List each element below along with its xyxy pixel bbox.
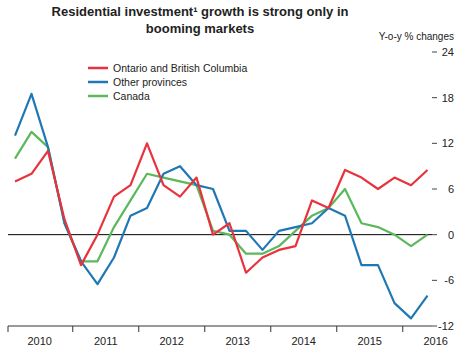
x-tick [270,326,271,332]
legend-swatch [88,81,108,84]
legend-swatch [88,95,108,98]
x-tick-label: 2011 [94,335,118,347]
y-tick [432,189,437,190]
x-tick-label: 2014 [292,335,316,347]
y-tick [432,280,437,281]
y-tick-label: 0 [448,229,454,241]
y-tick-label: 24 [442,46,454,58]
zero-line [8,234,432,235]
y-tick [432,234,437,235]
chart: Residential investment¹ growth is strong… [0,0,457,356]
y-tick [432,143,437,144]
y-tick-label: 12 [442,137,454,149]
y-axis-label: Y-o-y % changes [379,31,454,42]
x-tick-label: 2013 [226,335,250,347]
x-tick [336,326,337,332]
y-tick [432,326,437,327]
legend-swatch [88,67,108,70]
legend-label: Canada [113,90,150,102]
x-tick [8,326,9,332]
y-tick-label: -12 [438,320,454,332]
y-tick-label: -6 [444,274,454,286]
x-tick [138,326,139,332]
x-tick [402,326,403,332]
x-tick-label: 2010 [28,335,52,347]
legend-label: Ontario and British Columbia [113,62,247,74]
legend-label: Other provinces [113,76,187,88]
y-tick [432,52,437,53]
title-line: booming markets [146,21,254,36]
series-line [15,132,428,261]
y-tick-label: 6 [448,183,454,195]
x-tick-label: 2015 [358,335,382,347]
x-tick [72,326,73,332]
y-tick-label: 18 [442,92,454,104]
y-tick [432,97,437,98]
x-tick-label: 2016 [424,335,448,347]
series-line [15,143,428,272]
title-line: Residential investment¹ growth is strong… [52,4,349,19]
title: Residential investment¹ growth is strong… [52,4,349,36]
series-line [15,94,428,319]
x-tick-label: 2012 [160,335,184,347]
x-axis [8,326,432,327]
plot-area [15,94,428,319]
x-tick [204,326,205,332]
